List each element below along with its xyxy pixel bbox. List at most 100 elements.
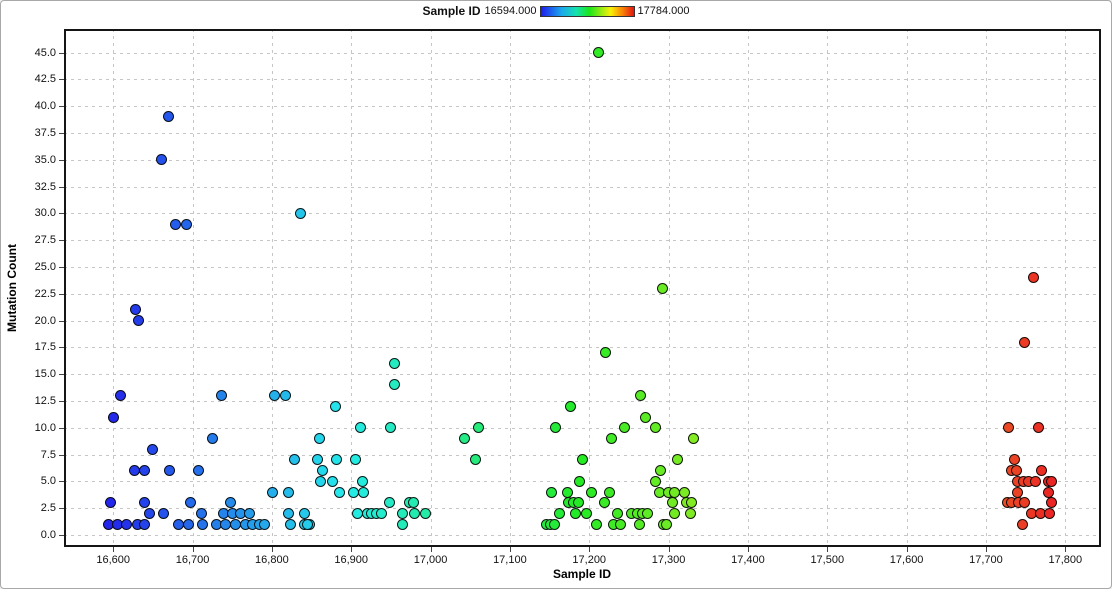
data-point[interactable] bbox=[1012, 486, 1024, 498]
data-point[interactable] bbox=[329, 400, 341, 412]
data-point[interactable] bbox=[470, 454, 482, 466]
data-point[interactable] bbox=[593, 47, 605, 59]
data-point[interactable] bbox=[688, 433, 700, 445]
data-point[interactable] bbox=[196, 518, 208, 530]
data-point[interactable] bbox=[1043, 486, 1055, 498]
data-point[interactable] bbox=[576, 454, 588, 466]
data-point[interactable] bbox=[267, 486, 279, 498]
data-point[interactable] bbox=[133, 315, 145, 327]
data-point[interactable] bbox=[619, 422, 631, 434]
data-point[interactable] bbox=[660, 518, 672, 530]
data-point[interactable] bbox=[146, 443, 158, 455]
data-point[interactable] bbox=[580, 508, 592, 520]
data-point[interactable] bbox=[615, 518, 627, 530]
data-point[interactable] bbox=[668, 508, 680, 520]
data-point[interactable] bbox=[139, 465, 151, 477]
data-point[interactable] bbox=[216, 390, 228, 402]
data-point[interactable] bbox=[192, 465, 204, 477]
data-point[interactable] bbox=[107, 411, 119, 423]
data-point[interactable] bbox=[590, 518, 602, 530]
plot-area[interactable] bbox=[64, 29, 1101, 547]
data-point[interactable] bbox=[605, 433, 617, 445]
data-point[interactable] bbox=[333, 486, 345, 498]
data-point[interactable] bbox=[1028, 272, 1040, 284]
data-point[interactable] bbox=[1011, 465, 1023, 477]
data-point[interactable] bbox=[574, 475, 586, 487]
data-point[interactable] bbox=[409, 508, 421, 520]
data-point[interactable] bbox=[546, 486, 558, 498]
data-point[interactable] bbox=[473, 422, 485, 434]
data-point[interactable] bbox=[1032, 422, 1044, 434]
data-point[interactable] bbox=[139, 518, 151, 530]
data-point[interactable] bbox=[684, 508, 696, 520]
data-point[interactable] bbox=[298, 508, 310, 520]
data-point[interactable] bbox=[419, 508, 431, 520]
data-point[interactable] bbox=[1016, 518, 1028, 530]
data-point[interactable] bbox=[331, 454, 343, 466]
data-point[interactable] bbox=[156, 154, 168, 166]
data-point[interactable] bbox=[385, 422, 397, 434]
data-point[interactable] bbox=[397, 518, 409, 530]
data-point[interactable] bbox=[600, 347, 612, 359]
data-point[interactable] bbox=[642, 508, 654, 520]
data-point[interactable] bbox=[183, 518, 195, 530]
data-point[interactable] bbox=[678, 486, 690, 498]
data-point[interactable] bbox=[656, 282, 668, 294]
data-point[interactable] bbox=[459, 433, 471, 445]
data-point[interactable] bbox=[1046, 497, 1058, 509]
data-point[interactable] bbox=[349, 454, 361, 466]
data-point[interactable] bbox=[144, 508, 156, 520]
data-point[interactable] bbox=[170, 218, 182, 230]
data-point[interactable] bbox=[121, 518, 133, 530]
data-point[interactable] bbox=[586, 486, 598, 498]
data-point[interactable] bbox=[138, 497, 150, 509]
data-point[interactable] bbox=[114, 390, 126, 402]
data-point[interactable] bbox=[671, 454, 683, 466]
data-point[interactable] bbox=[314, 475, 326, 487]
data-point[interactable] bbox=[129, 304, 141, 316]
data-point[interactable] bbox=[283, 508, 295, 520]
data-point[interactable] bbox=[375, 508, 387, 520]
data-point[interactable] bbox=[259, 518, 271, 530]
data-point[interactable] bbox=[180, 218, 192, 230]
data-point[interactable] bbox=[164, 465, 176, 477]
data-point[interactable] bbox=[612, 508, 624, 520]
data-point[interactable] bbox=[279, 390, 291, 402]
data-point[interactable] bbox=[383, 497, 395, 509]
data-point[interactable] bbox=[553, 508, 565, 520]
data-point[interactable] bbox=[312, 454, 324, 466]
data-point[interactable] bbox=[1046, 475, 1058, 487]
data-point[interactable] bbox=[326, 475, 338, 487]
data-point[interactable] bbox=[667, 497, 679, 509]
data-point[interactable] bbox=[564, 400, 576, 412]
data-point[interactable] bbox=[268, 390, 280, 402]
data-point[interactable] bbox=[317, 465, 329, 477]
data-point[interactable] bbox=[1029, 475, 1041, 487]
data-point[interactable] bbox=[603, 486, 615, 498]
data-point[interactable] bbox=[1019, 336, 1031, 348]
data-point[interactable] bbox=[649, 475, 661, 487]
data-point[interactable] bbox=[195, 508, 207, 520]
data-point[interactable] bbox=[650, 422, 662, 434]
data-point[interactable] bbox=[598, 497, 610, 509]
data-point[interactable] bbox=[1043, 508, 1055, 520]
data-point[interactable] bbox=[1003, 422, 1015, 434]
data-point[interactable] bbox=[313, 433, 325, 445]
data-point[interactable] bbox=[355, 422, 367, 434]
data-point[interactable] bbox=[397, 508, 409, 520]
data-point[interactable] bbox=[562, 486, 574, 498]
data-point[interactable] bbox=[1018, 497, 1030, 509]
data-point[interactable] bbox=[686, 497, 698, 509]
data-point[interactable] bbox=[389, 358, 401, 369]
data-point[interactable] bbox=[1009, 454, 1021, 466]
data-point[interactable] bbox=[655, 465, 667, 477]
data-point[interactable] bbox=[158, 508, 170, 520]
data-point[interactable] bbox=[550, 422, 562, 434]
data-point[interactable] bbox=[163, 111, 175, 123]
data-point[interactable] bbox=[407, 497, 419, 509]
data-point[interactable] bbox=[105, 497, 117, 509]
data-point[interactable] bbox=[294, 207, 306, 219]
data-point[interactable] bbox=[633, 518, 645, 530]
data-point[interactable] bbox=[225, 497, 237, 509]
data-point[interactable] bbox=[288, 454, 300, 466]
